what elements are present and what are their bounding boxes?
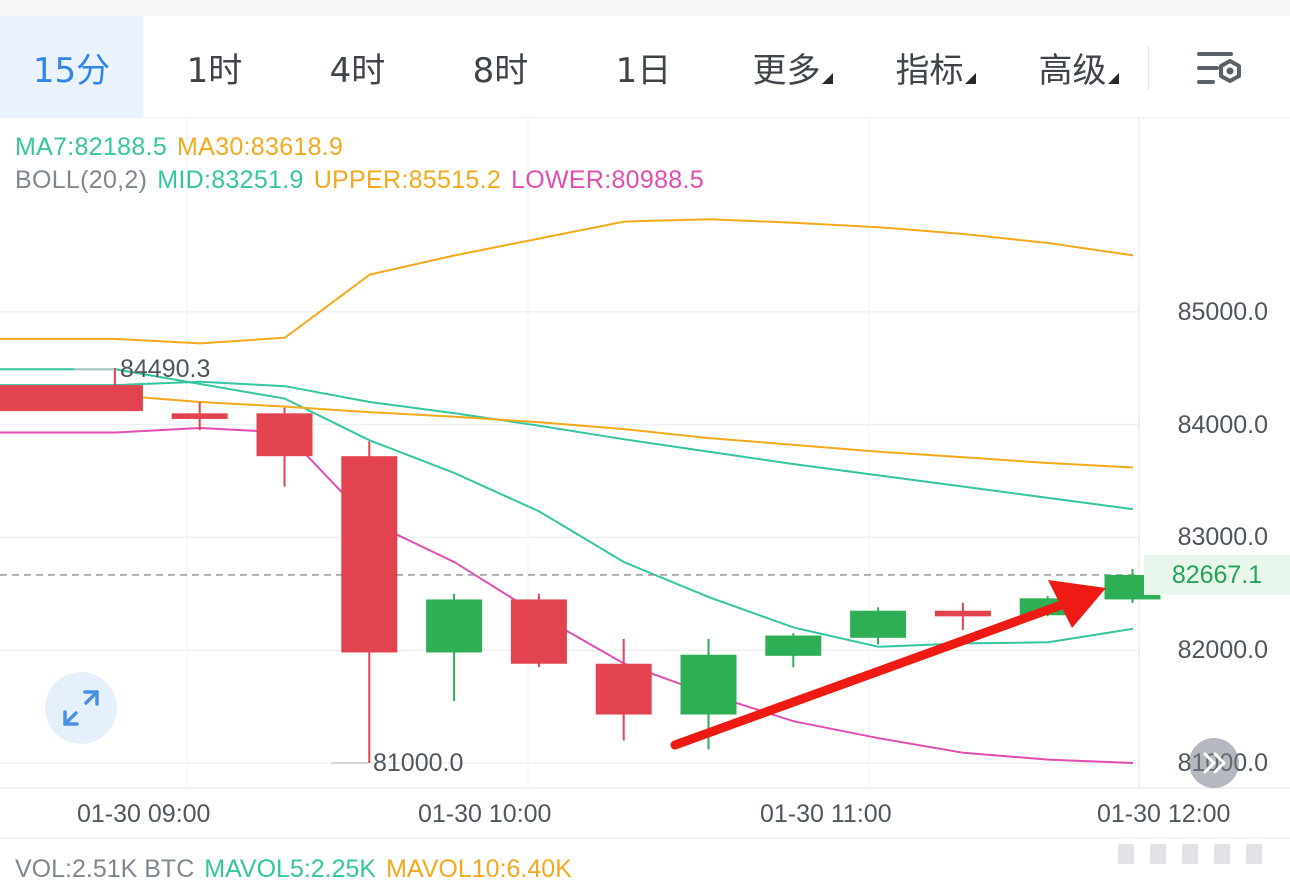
tab-divider [1148,46,1149,90]
boll-lower-legend: LOWER:80988.5 [511,166,704,194]
tab-15min[interactable]: 15分 [0,16,143,118]
series-line-ma30 [0,394,1134,469]
mavol10-legend: MAVOL10:6.40K [386,855,572,882]
boll-mid-legend: MID:83251.9 [157,166,304,194]
series-line-lower [0,426,1134,764]
tab-1day[interactable]: 1日 [615,50,672,91]
tab-1hour[interactable]: 1时 [186,50,243,91]
current-price-tag: 82667.1 [1144,555,1290,595]
price-axis-label: 84000.0 [1177,411,1268,439]
expand-icon [63,690,99,726]
interval-tab-bar: 15分 1时 4时 8时 1日 更多 指标 高级 [0,16,1290,118]
low-price-label: 81000.0 [373,749,464,777]
candle-body [765,635,822,656]
watermark-icon [1112,838,1268,870]
boll-legend-label: BOLL(20,2) [15,166,148,194]
candle-body [510,599,567,664]
price-axis-label: 82000.0 [1177,636,1268,664]
candle-body [171,413,228,419]
candle-body [680,654,737,715]
tab-4hour[interactable]: 4时 [329,50,386,91]
ma30-legend: MA30:83618.9 [177,133,344,161]
boll-legend: BOLL(20,2) MID:83251.9 UPPER:85515.2 LOWER:… [15,166,714,195]
time-axis-label: 01-30 12:00 [1097,800,1231,828]
time-axis-label: 01-30 11:00 [760,800,892,828]
candle-body [426,599,483,653]
time-axis-label: 01-30 09:00 [77,800,211,828]
ma7-legend: MA7:82188.5 [15,133,168,161]
chart-settings-button[interactable] [1188,46,1248,94]
price-axis-label: 85000.0 [1177,298,1268,326]
candle-body [256,413,313,457]
series-line-upper [0,218,1134,345]
candle-body [850,610,907,638]
dropdown-caret-icon [1108,73,1119,84]
candle-body [934,610,991,617]
volume-legend: VOL:2.51K BTC MAVOL5:2.25K MAVOL10:6.40K [15,855,582,882]
candle-body [341,456,398,653]
mavol5-legend: MAVOL5:2.25K [204,855,377,882]
scroll-to-latest-button[interactable] [1189,738,1239,788]
vol-legend: VOL:2.51K BTC [15,855,195,882]
annotation-arrow-shaft [670,599,1069,750]
series-line-mid [0,380,1134,511]
tab-8hour[interactable]: 8时 [472,50,529,91]
boll-upper-legend: UPPER:85515.2 [313,166,502,194]
double-chevron-right-icon [1203,752,1226,774]
tab-advanced-dropdown[interactable]: 高级 [1001,16,1144,118]
tab-more-dropdown[interactable]: 更多 [715,16,858,118]
high-price-label: 84490.3 [120,355,211,383]
price-axis-label: 83000.0 [1177,523,1268,551]
dropdown-caret-icon [822,73,833,84]
ma-legend: MA7:82188.5 MA30:83618.9 [15,133,353,162]
candle-body [595,663,652,715]
time-axis-label: 01-30 10:00 [418,800,552,828]
tab-indicators-dropdown[interactable]: 指标 [858,16,1001,118]
top-strip [0,0,1290,16]
candle-body [0,385,143,412]
annotation-arrow-head [1048,580,1106,628]
chart-settings-icon [1197,52,1241,84]
dropdown-caret-icon [965,73,976,84]
fullscreen-button[interactable] [45,672,117,744]
